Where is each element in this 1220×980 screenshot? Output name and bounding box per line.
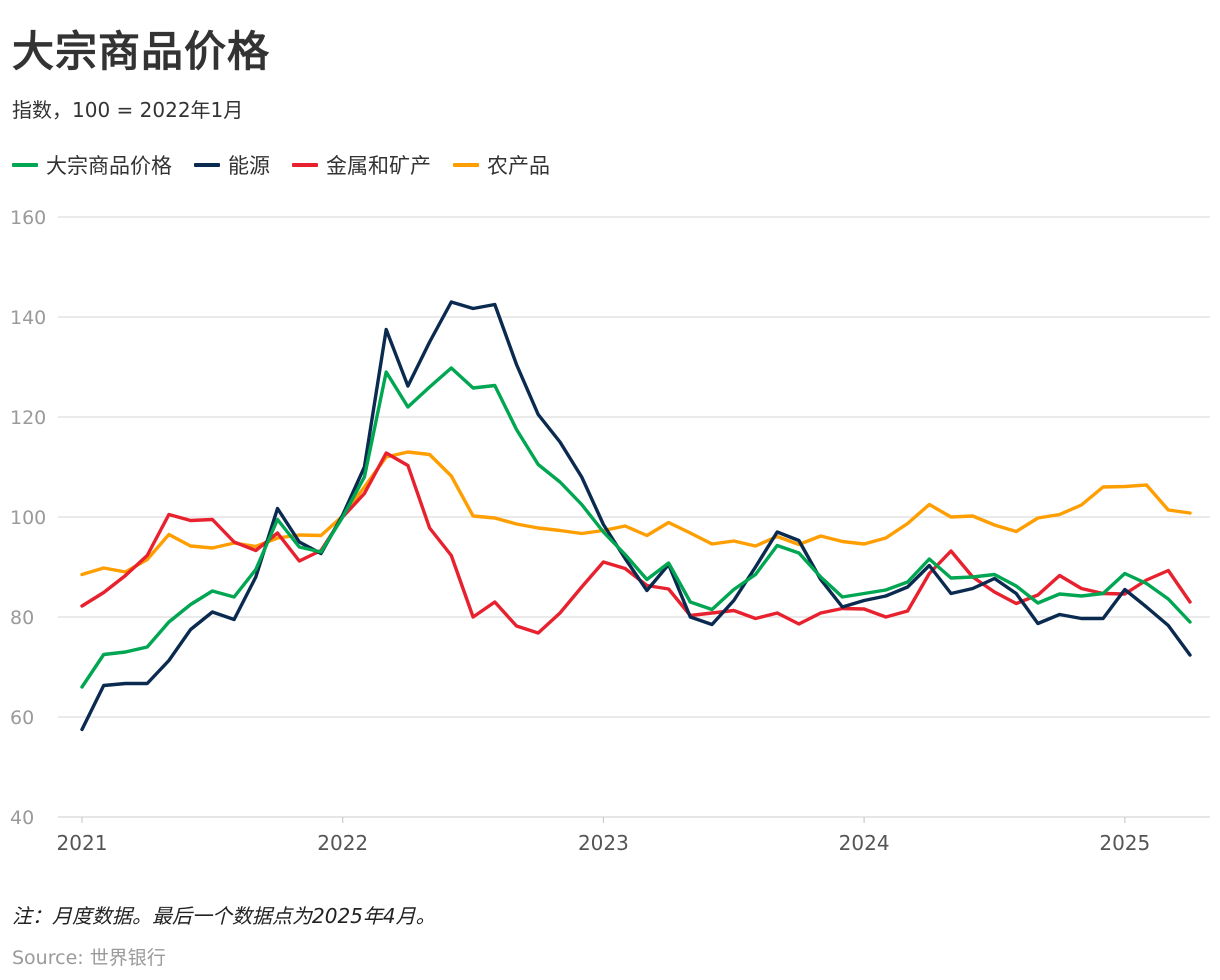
x-tick-label: 2025 [1099, 831, 1150, 855]
line-chart: 40 60 80 100 120 140 160 2021 2022 2023 2024 2025 [10, 207, 1210, 855]
chart-title: 大宗商品价格 [12, 27, 271, 76]
chart-subtitle: 指数，100 = 2022年1月 [12, 98, 244, 122]
legend-label-commodities: 大宗商品价格 [46, 154, 172, 178]
y-tick-label: 140 [10, 307, 46, 329]
legend-swatch-energy [194, 163, 220, 167]
chart-note: 注：月度数据。最后一个数据点为2025年4月。 [12, 904, 436, 928]
y-tick-label: 40 [10, 807, 34, 829]
legend-swatch-metals [292, 163, 318, 167]
chart-source: Source: 世界银行 [12, 947, 166, 969]
legend-label-energy: 能源 [228, 154, 270, 178]
grid-layer [58, 216, 1210, 818]
tick-layer: 40 60 80 100 120 140 160 2021 2022 2023 2024 2025 [10, 207, 1150, 855]
legend-item-commodities: 大宗商品价格 [12, 150, 172, 180]
x-tick-label: 2021 [57, 831, 108, 855]
series-layer [80, 300, 1192, 732]
legend: 大宗商品价格 能源 金属和矿产 农产品 [12, 150, 572, 180]
series-line-1 [80, 300, 1192, 732]
y-tick-label: 100 [10, 507, 46, 529]
legend-item-metals: 金属和矿产 [292, 150, 431, 180]
series-line-0 [80, 366, 1192, 689]
y-tick-label: 120 [10, 407, 46, 429]
x-tick-label: 2023 [578, 831, 629, 855]
y-tick-label: 80 [10, 607, 34, 629]
legend-item-energy: 能源 [194, 150, 270, 180]
x-tick-label: 2024 [839, 831, 890, 855]
legend-label-agriculture: 农产品 [487, 154, 550, 178]
legend-label-metals: 金属和矿产 [326, 154, 431, 178]
y-tick-label: 60 [10, 707, 34, 729]
legend-item-agriculture: 农产品 [453, 150, 550, 180]
legend-swatch-agriculture [453, 163, 479, 167]
x-tick-label: 2022 [317, 831, 368, 855]
legend-swatch-commodities [12, 163, 38, 167]
series-line-3 [80, 450, 1192, 577]
y-tick-label: 160 [10, 207, 46, 229]
